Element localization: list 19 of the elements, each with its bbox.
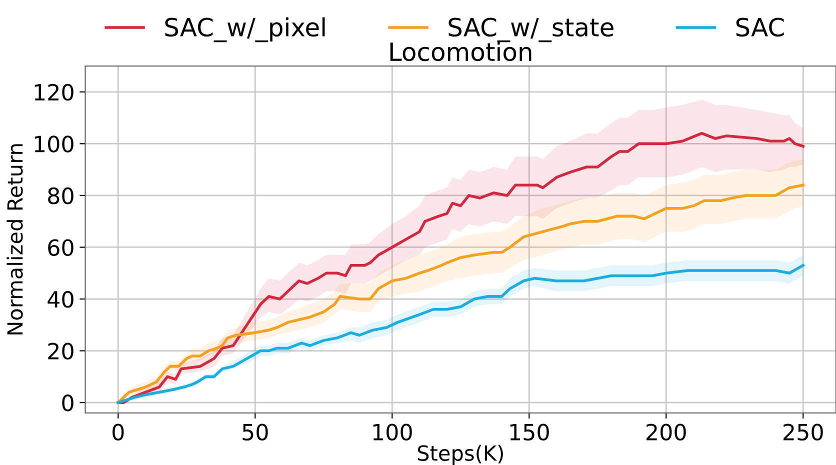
y-tick-label: 40 [48, 290, 74, 308]
chart-title: Locomotion [390, 42, 532, 62]
x-tick-label: 150 [510, 424, 549, 441]
x-tick-label: 250 [784, 424, 823, 441]
x-tick-label: 200 [646, 424, 686, 441]
y-tick-label: 80 [48, 187, 74, 204]
legend-label: SAC_w/_state [448, 18, 614, 42]
legend-label: SAC [736, 18, 784, 37]
y-tick-label: 100 [34, 136, 74, 152]
y-tick-label: 20 [48, 342, 74, 360]
y-tick-label: 0 [62, 394, 74, 412]
x-tick-label: 50 [242, 424, 268, 441]
x-axis-title: Steps(K) [418, 444, 503, 465]
legend-label: SAC_w/_pixel [165, 17, 325, 42]
y-tick-label: 60 [48, 239, 74, 256]
x-tick-label: 0 [112, 424, 124, 441]
x-tick-label: 100 [373, 424, 412, 441]
y-tick-label: 120 [34, 84, 74, 101]
y-axis-title: Normalized Return [6, 144, 23, 334]
